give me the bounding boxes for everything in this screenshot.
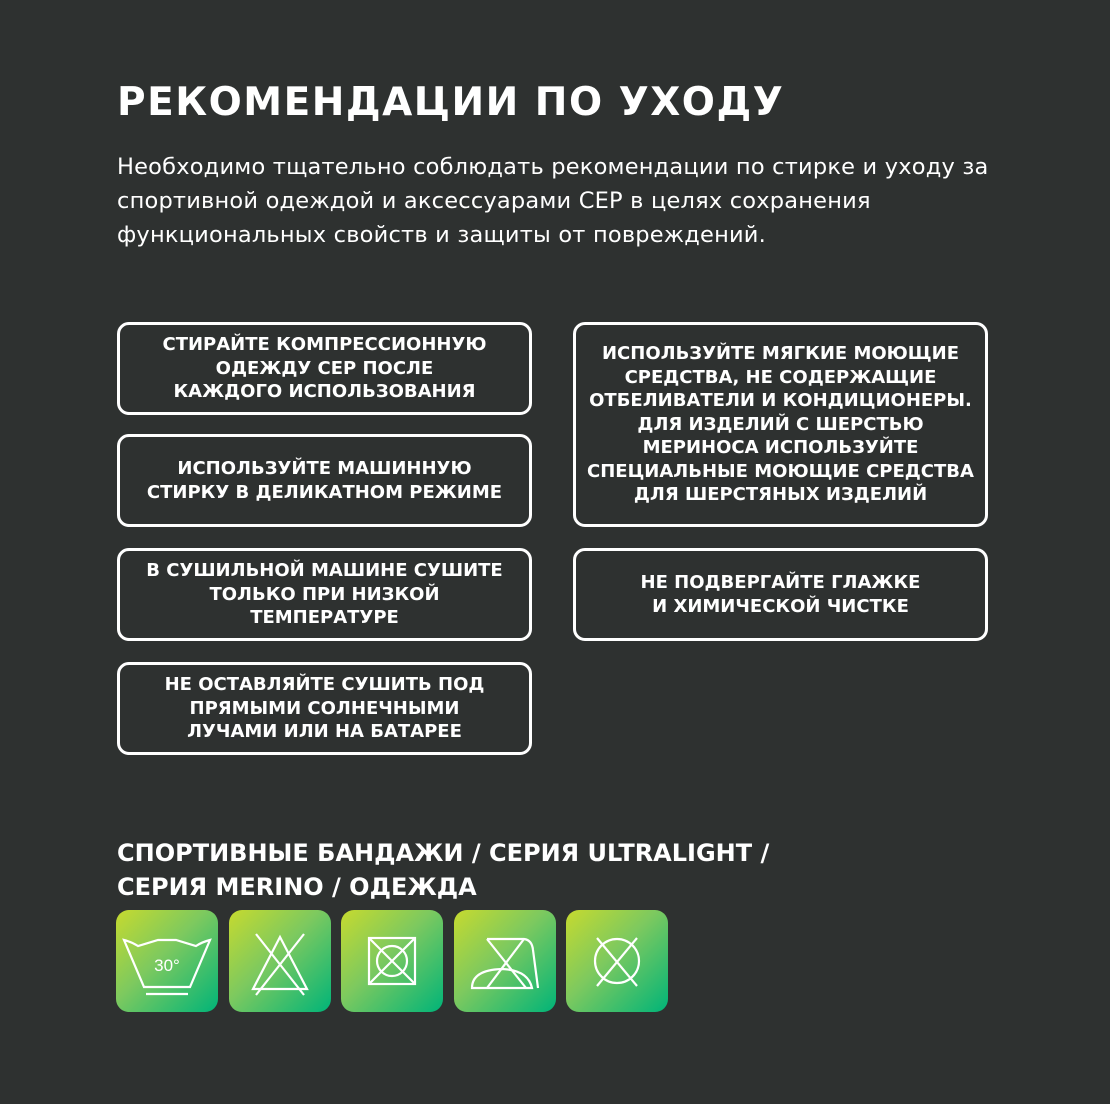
temperature-label: 30° [154, 956, 180, 975]
recommendation-card: В сушильной машине сушите только при низ… [117, 548, 532, 641]
recommendation-text: Стирайте компрессионную одежду CEP после… [162, 334, 487, 403]
recommendation-card: Не подвергайте глажке и химической чистк… [573, 548, 988, 641]
page-title: РЕКОМЕНДАЦИИ ПО УХОДУ [117, 80, 785, 125]
no-dry-cleaning-icon [566, 910, 668, 1012]
recommendation-card: Стирайте компрессионную одежду CEP после… [117, 322, 532, 415]
recommendation-text: Используйте машинную стирку в деликатном… [146, 458, 503, 503]
recommendation-text: Не подвергайте глажке и химической чистк… [640, 572, 921, 617]
care-section-heading: СПОРТИВНЫЕ БАНДАЖИ / СЕРИЯ ULTRALIGHT / … [117, 839, 770, 901]
recommendation-card: Не оставляйте сушить под прямыми солнечн… [117, 662, 532, 755]
intro-text: Необходимо тщательно соблюдать рекоменда… [117, 154, 989, 248]
recommendation-card: Используйте мягкие моющие средства, не с… [573, 322, 988, 527]
tumble-dry-low-icon [341, 910, 443, 1012]
recommendation-card: Используйте машинную стирку в деликатном… [117, 434, 532, 527]
recommendation-text: Используйте мягкие моющие средства, не с… [587, 343, 974, 506]
recommendation-text: В сушильной машине сушите только при низ… [146, 560, 503, 629]
no-bleach-icon [229, 910, 331, 1012]
no-ironing-icon [454, 910, 556, 1012]
recommendation-text: Не оставляйте сушить под прямыми солнечн… [164, 674, 485, 743]
wash-30-gentle-icon: 30° [116, 910, 218, 1012]
